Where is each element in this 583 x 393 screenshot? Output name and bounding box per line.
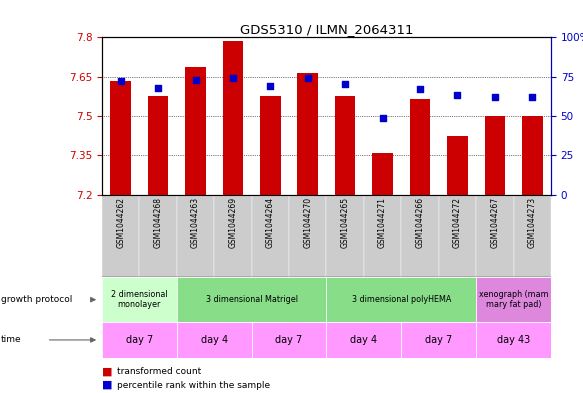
Title: GDS5310 / ILMN_2064311: GDS5310 / ILMN_2064311 (240, 23, 413, 36)
Text: 3 dimensional polyHEMA: 3 dimensional polyHEMA (352, 295, 451, 304)
Point (303, 75, 312, 81)
Text: GSM1044263: GSM1044263 (191, 197, 200, 248)
Text: day 43: day 43 (497, 335, 530, 345)
Bar (335, 96, 356, 195)
Point (453, 92, 462, 99)
Bar (326, 277, 476, 322)
Bar (326, 195, 364, 277)
Text: day 7: day 7 (425, 335, 452, 345)
Bar (514, 195, 551, 277)
Bar (484, 116, 505, 195)
Bar (215, 195, 252, 277)
Bar (522, 116, 543, 195)
Point (490, 94, 500, 100)
Bar (102, 322, 177, 358)
Bar (139, 195, 177, 277)
Bar (476, 277, 551, 322)
Bar (476, 322, 551, 358)
Bar (476, 195, 514, 277)
Point (340, 81, 350, 88)
Point (116, 78, 125, 84)
Text: growth protocol: growth protocol (1, 295, 72, 304)
Text: GSM1044273: GSM1044273 (528, 197, 537, 248)
Bar (401, 195, 439, 277)
Point (266, 83, 275, 89)
Text: GSM1044267: GSM1044267 (490, 197, 499, 248)
Bar (185, 68, 206, 195)
Bar (326, 322, 401, 358)
Bar (177, 322, 252, 358)
Bar (223, 41, 243, 195)
Text: ■: ■ (102, 366, 113, 376)
Bar (177, 277, 326, 322)
Text: GSM1044262: GSM1044262 (116, 197, 125, 248)
Bar (401, 322, 476, 358)
Text: time: time (1, 336, 21, 344)
Text: GSM1044264: GSM1044264 (266, 197, 275, 248)
Bar (177, 195, 215, 277)
Bar (148, 96, 168, 195)
Point (191, 77, 200, 83)
Text: day 4: day 4 (350, 335, 377, 345)
Bar (289, 195, 326, 277)
Text: ■: ■ (102, 380, 113, 390)
Bar (373, 152, 393, 195)
Bar (439, 195, 476, 277)
Text: xenograph (mam
mary fat pad): xenograph (mam mary fat pad) (479, 290, 549, 309)
Point (415, 86, 424, 92)
Text: GSM1044265: GSM1044265 (340, 197, 350, 248)
Bar (297, 73, 318, 195)
Text: GSM1044269: GSM1044269 (229, 197, 237, 248)
Bar (410, 99, 430, 195)
Text: day 7: day 7 (126, 335, 153, 345)
Text: day 4: day 4 (201, 335, 228, 345)
Bar (110, 81, 131, 195)
Text: 2 dimensional
monolayer: 2 dimensional monolayer (111, 290, 168, 309)
Bar (447, 136, 468, 195)
Text: GSM1044272: GSM1044272 (453, 197, 462, 248)
Bar (102, 277, 177, 322)
Text: percentile rank within the sample: percentile rank within the sample (117, 381, 270, 389)
Point (378, 114, 387, 121)
Bar (252, 195, 289, 277)
Bar (102, 195, 139, 277)
Text: GSM1044266: GSM1044266 (416, 197, 424, 248)
Bar (260, 96, 280, 195)
Text: 3 dimensional Matrigel: 3 dimensional Matrigel (206, 295, 298, 304)
Text: transformed count: transformed count (117, 367, 201, 376)
Bar (252, 322, 326, 358)
Point (229, 75, 238, 81)
Text: day 7: day 7 (275, 335, 303, 345)
Text: GSM1044268: GSM1044268 (154, 197, 163, 248)
Point (528, 94, 537, 100)
Bar (364, 195, 401, 277)
Text: GSM1044271: GSM1044271 (378, 197, 387, 248)
Text: GSM1044270: GSM1044270 (303, 197, 312, 248)
Point (153, 84, 163, 91)
